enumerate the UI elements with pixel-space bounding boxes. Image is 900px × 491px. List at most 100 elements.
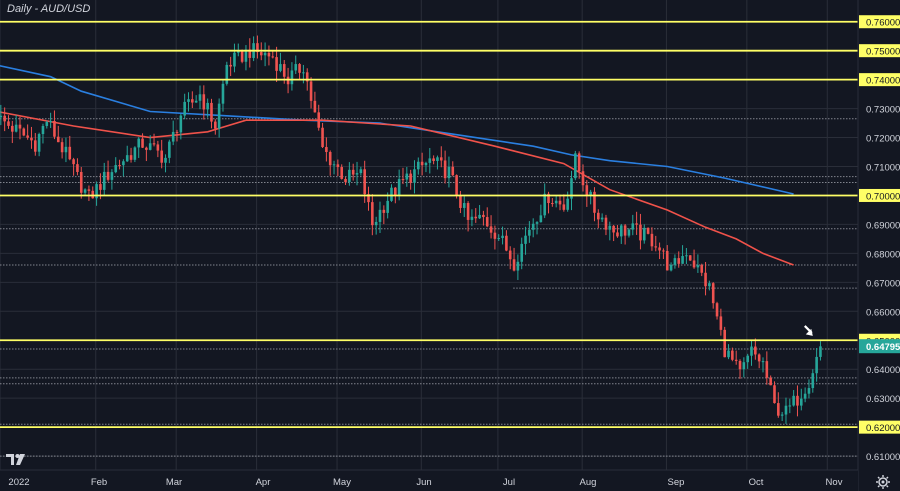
candle-body-down: [30, 137, 33, 141]
candle-body-down: [321, 127, 324, 148]
candle-body-up: [95, 184, 98, 199]
candle-body-down: [202, 94, 206, 110]
candle-body-down: [777, 403, 780, 416]
candle-body-up: [374, 221, 378, 226]
candle-body-down: [60, 142, 64, 153]
candle-body-down: [677, 258, 681, 264]
candle-body-up: [807, 388, 811, 394]
candle-body-down: [394, 187, 397, 196]
candle-body-up: [746, 355, 749, 363]
candle-body-down: [597, 212, 600, 220]
candle-body-down: [363, 169, 366, 195]
candle-body-up: [125, 155, 129, 162]
candle-body-up: [428, 158, 432, 163]
candle-body-down: [76, 164, 79, 172]
candle-body-down: [765, 361, 769, 378]
candle-body-down: [229, 64, 232, 67]
price-tick-label: 0.67000: [866, 278, 900, 289]
price-tick-label: 0.72000: [866, 134, 900, 145]
candle-body-down: [451, 166, 455, 176]
candle-body-up: [574, 153, 577, 179]
time-tick-label: Aug: [580, 477, 597, 488]
candle-body-down: [99, 184, 102, 190]
candle-body-up: [608, 225, 612, 230]
candle-body-up: [0, 115, 3, 118]
candle-body-up: [696, 265, 700, 268]
candle-body-down: [466, 203, 470, 220]
candle-body-up: [14, 124, 18, 132]
candle-body-up: [413, 169, 416, 183]
candle-body-up: [478, 214, 481, 219]
candle-body-down: [723, 329, 726, 358]
key-level-tag: [859, 73, 900, 87]
candle-body-up: [470, 216, 474, 220]
candle-body-down: [305, 72, 309, 82]
candle-body-up: [221, 83, 225, 104]
candle-body-down: [118, 165, 121, 167]
candle-body-up: [539, 215, 543, 223]
candle-body-down: [704, 272, 707, 287]
candle-body-down: [18, 124, 22, 129]
candle-body-down: [658, 247, 661, 251]
candle-body-down: [459, 195, 462, 208]
candle-body-up: [708, 283, 711, 287]
price-tick-label: 0.62000: [866, 423, 900, 434]
candle-body-up: [535, 222, 539, 224]
candle-body-down: [256, 43, 259, 53]
candle-body-down: [344, 178, 347, 183]
candle-body-down: [34, 140, 37, 152]
candle-body-up: [133, 147, 137, 160]
moving-average-blue-line: [0, 65, 794, 195]
candle-body-up: [803, 393, 807, 399]
candle-body-down: [731, 350, 734, 360]
candle-body-up: [386, 200, 389, 213]
candle-body-up: [244, 49, 248, 62]
candle-body-up: [233, 52, 236, 67]
tradingview-logo-icon: [6, 454, 25, 465]
candle-body-up: [811, 373, 815, 389]
candle-body-up: [294, 64, 298, 71]
candle-body-up: [742, 362, 746, 370]
settings-gear-icon[interactable]: [876, 475, 890, 489]
candle-body-down: [210, 102, 213, 122]
candle-body-down: [191, 99, 194, 103]
candle-body-up: [148, 143, 152, 150]
candle-body-down: [604, 217, 608, 230]
candle-body-down: [328, 151, 332, 166]
candle-body-up: [164, 157, 167, 163]
candle-body-up: [279, 64, 282, 71]
time-tick-label: 2022: [8, 477, 29, 488]
candle-body-down: [336, 164, 340, 168]
candle-body-up: [554, 200, 558, 204]
candle-body-down: [106, 171, 110, 180]
candle-body-down: [562, 204, 566, 210]
candle-body-up: [497, 238, 501, 240]
candle-body-up: [378, 209, 382, 222]
candle-body-up: [566, 198, 569, 210]
time-tick-label: Oct: [749, 477, 764, 488]
candle-body-down: [91, 190, 95, 199]
candle-body-up: [171, 131, 175, 142]
price-tick-label: 0.66000: [866, 307, 900, 318]
time-tick-label: Feb: [91, 477, 107, 488]
candle-body-up: [462, 203, 466, 208]
candle-body-down: [715, 303, 719, 317]
candle-body-down: [692, 260, 696, 268]
candle-body-down: [313, 100, 317, 113]
candle-body-up: [520, 243, 524, 262]
candle-body-down: [688, 255, 692, 261]
candle-body-up: [727, 350, 730, 358]
candle-body-up: [41, 125, 45, 135]
candle-body-up: [600, 217, 604, 220]
candle-body-down: [160, 150, 163, 163]
candle-body-up: [531, 223, 535, 230]
candle-body-down: [3, 115, 6, 122]
current-price-label: 0.64795: [866, 342, 900, 353]
candle-body-up: [619, 225, 623, 237]
chart-title: Daily - AUD/USD: [7, 3, 91, 15]
candle-body-down: [22, 128, 26, 136]
candle-body-down: [141, 138, 144, 148]
candle-body-up: [217, 103, 221, 129]
